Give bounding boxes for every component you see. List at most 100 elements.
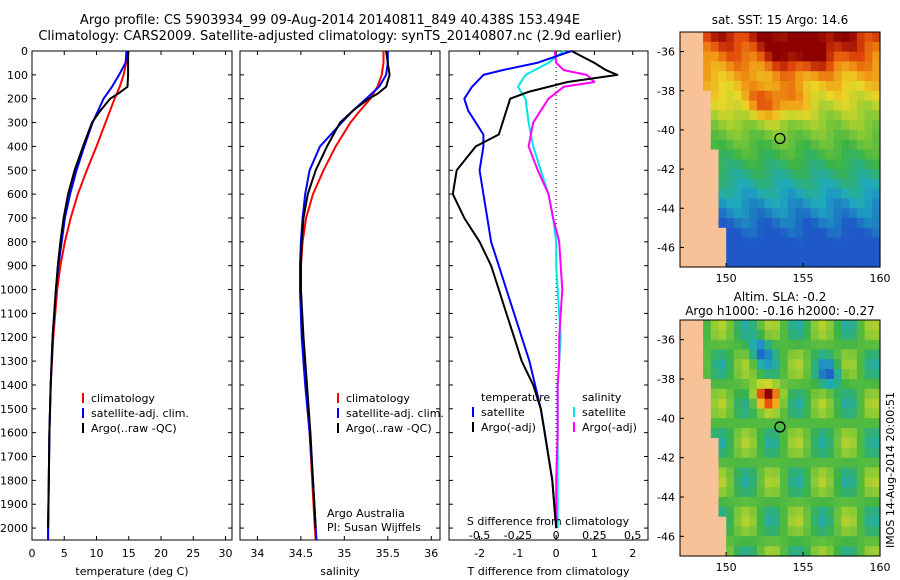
sst-map-cell: [710, 208, 720, 219]
sla-map-cell: [810, 536, 820, 547]
sst-map-cell: [849, 149, 858, 160]
sla-map-cell: [733, 388, 743, 400]
sla-map-cell: [695, 349, 704, 360]
sla-map-cell: [703, 329, 712, 341]
sla-map-cell: [780, 359, 789, 370]
sst-map-cell: [795, 227, 804, 239]
sst-map-cell: [749, 139, 758, 151]
sla-map-cell: [810, 329, 820, 341]
sla-map-cell: [687, 379, 696, 390]
sst-map-cell: [833, 120, 843, 131]
sla-map-cell: [695, 457, 704, 469]
x-tick-label-salinity-1: 34.5: [289, 547, 314, 560]
sla-map-cell: [795, 320, 804, 331]
sla-map-cell: [856, 428, 866, 439]
sst-map-cell: [856, 159, 866, 170]
sst-map-cell: [772, 247, 781, 258]
sst-map-cell: [680, 169, 689, 180]
sst-map-cell: [856, 110, 866, 121]
sla-map-cell: [772, 467, 781, 478]
sla-map-cell: [818, 536, 827, 547]
sst-map-cell: [833, 247, 843, 258]
sla-map-cell: [803, 398, 812, 410]
sla-map-cell: [703, 477, 712, 488]
sst-map-cell: [749, 110, 758, 121]
sst-map-cell: [841, 169, 850, 180]
sst-map-cell: [856, 32, 866, 43]
sla-map-cell: [833, 536, 843, 547]
sst-map-cell: [803, 129, 812, 141]
sst-map-cell: [841, 198, 850, 209]
sla-map-cell: [733, 457, 743, 469]
x-axis-label-differences: T difference from climatology: [467, 565, 630, 578]
sla-map-cell: [795, 526, 804, 537]
diff-sal-legend-label-0: satellite: [582, 406, 626, 419]
x-tick-label-temperature-3: 15: [122, 547, 136, 560]
sst-map-cell: [718, 218, 727, 229]
sla-map-y-tick-label-4: -44: [657, 491, 675, 504]
sla-map-y-tick-label-0: -36: [657, 334, 675, 347]
sla-map-cell: [803, 546, 812, 557]
sla-map-cell: [749, 516, 758, 528]
sla-map-cell: [872, 447, 881, 459]
sla-map-cell: [772, 369, 781, 380]
sst-map-cell: [680, 81, 689, 92]
sla-map-cell: [833, 487, 843, 498]
sst-map-cell: [795, 257, 804, 268]
sla-map-cell: [864, 536, 873, 547]
sla-map-y-tick-label-5: -46: [657, 530, 675, 543]
diff-legend-temp-heading: temperature: [481, 391, 550, 404]
sst-map-cell: [833, 100, 843, 111]
sst-map-cell: [749, 100, 758, 111]
sla-map-cell: [833, 526, 843, 537]
sla-map-cell: [833, 447, 843, 459]
sla-map-cell: [756, 369, 766, 380]
sla-map-cell: [703, 487, 712, 498]
sla-map-cell: [872, 349, 881, 360]
sla-map-cell: [856, 477, 866, 488]
sla-map-cell: [695, 447, 704, 459]
sla-map-cell: [826, 467, 835, 478]
sst-map-cell: [772, 149, 781, 160]
sst-map-cell: [856, 208, 866, 219]
sla-map-cell: [826, 359, 835, 370]
sst-map-cell: [841, 51, 850, 62]
sla-map-cell: [756, 526, 766, 537]
sla-map-cell: [749, 447, 758, 459]
sst-map-cell: [741, 198, 750, 209]
sst-map-cell: [764, 32, 773, 43]
sst-map-cell: [849, 71, 858, 82]
sla-map-cell: [710, 457, 720, 469]
sla-map-cell: [687, 546, 696, 557]
sla-map-cell: [772, 536, 781, 547]
sla-map-cell: [826, 487, 835, 498]
sst-map-cell: [810, 169, 820, 180]
sla-map-cell: [718, 359, 727, 370]
sla-map-cell: [703, 339, 712, 351]
sla-map-cell: [833, 408, 843, 419]
sla-map-cell: [856, 536, 866, 547]
sla-map-cell: [826, 320, 835, 331]
sla-map-cell: [810, 447, 820, 459]
sst-map-cell: [772, 41, 781, 53]
sst-map-cell: [749, 208, 758, 219]
sla-map-cell: [818, 408, 827, 419]
sst-map-cell: [856, 237, 866, 248]
sst-map-cell: [826, 139, 835, 151]
sla-map-cell: [764, 506, 773, 518]
sla-map-cell: [726, 546, 735, 557]
sst-map-cell: [680, 208, 689, 219]
sla-map-cell: [680, 516, 689, 528]
sla-map-cell: [741, 418, 750, 429]
sla-map-cell: [749, 467, 758, 478]
sla-map-cell: [733, 536, 743, 547]
sst-map-cell: [826, 71, 835, 82]
sst-map-cell: [718, 159, 727, 170]
sla-map-cell: [733, 349, 743, 360]
sst-map-cell: [695, 198, 704, 209]
sst-map-cell: [803, 61, 812, 72]
sst-map-cell: [726, 159, 735, 170]
sla-map-cell: [864, 398, 873, 410]
sla-map-cell: [810, 477, 820, 488]
sst-map-cell: [856, 178, 866, 190]
